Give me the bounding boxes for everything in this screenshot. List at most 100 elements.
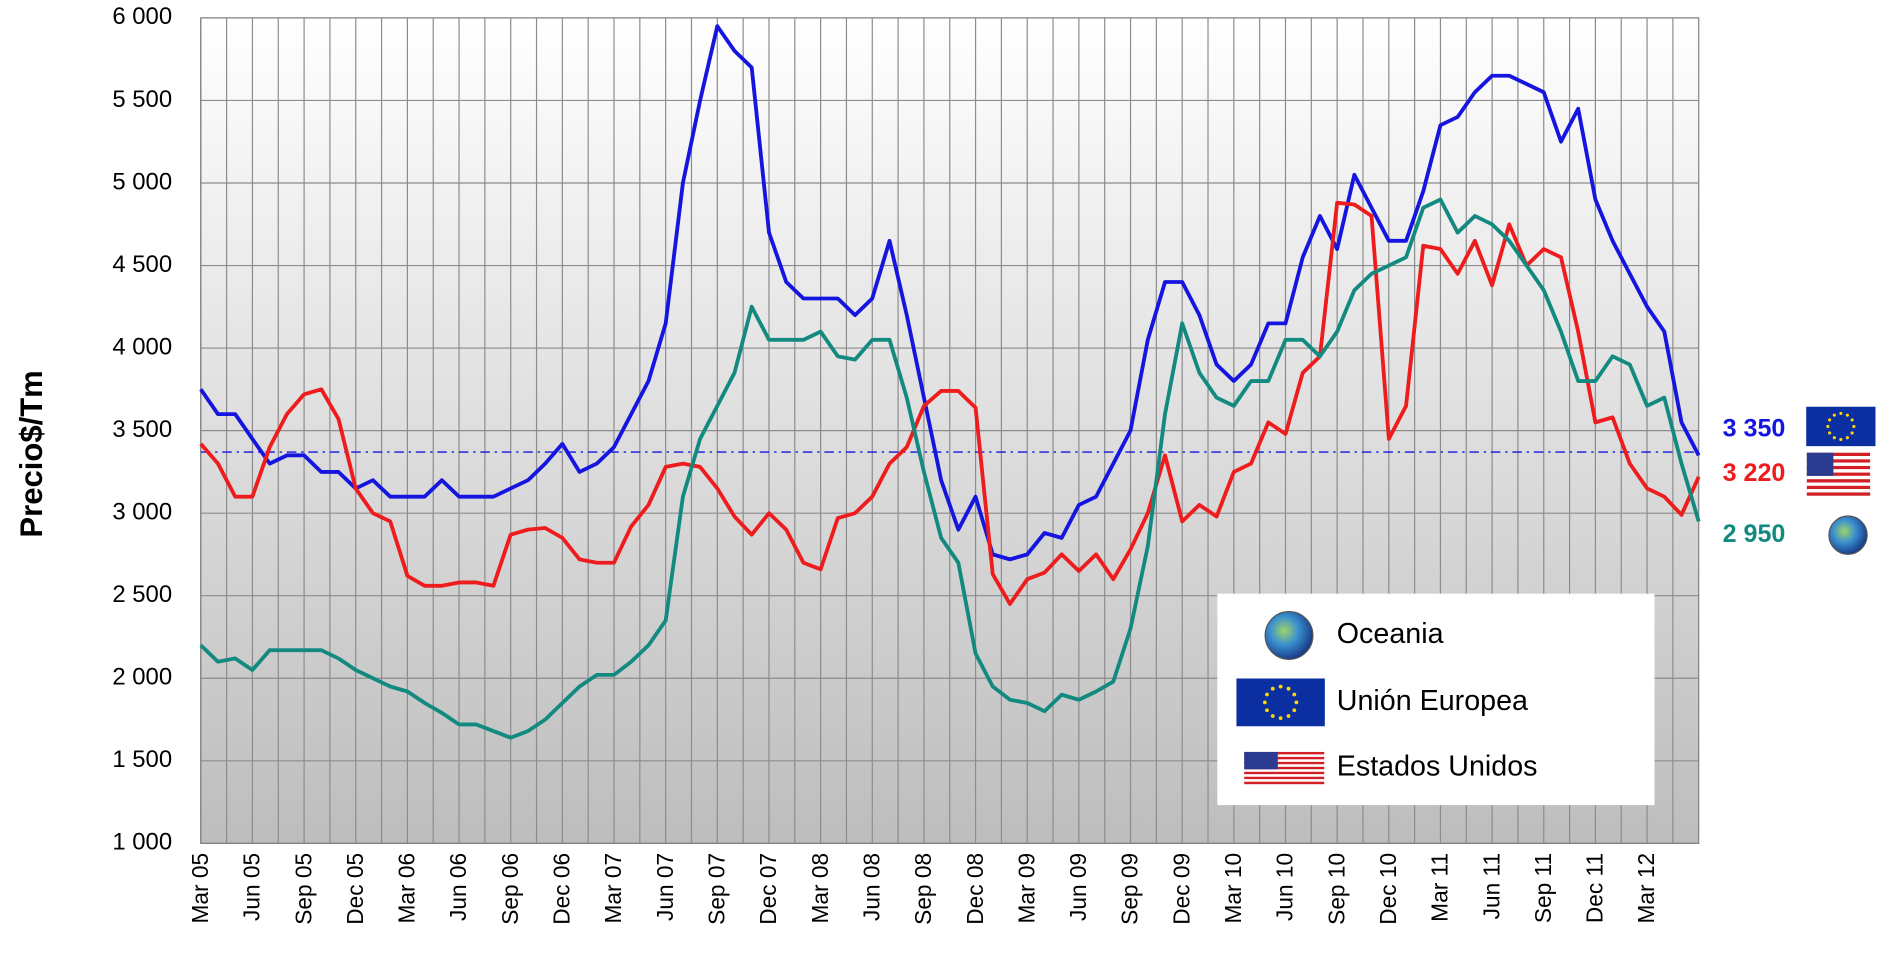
- x-tick-label: Mar 09: [1013, 853, 1039, 924]
- legend-label: Oceania: [1337, 618, 1444, 650]
- x-tick-label: Dec 11: [1582, 853, 1608, 923]
- us-stripe: [1806, 485, 1871, 490]
- us-stripe: [1806, 492, 1871, 496]
- eu-star: [1845, 436, 1849, 440]
- x-tick-label: Jun 06: [445, 853, 471, 921]
- x-tick-label: Jun 09: [1065, 853, 1091, 921]
- end-label: 3 350: [1723, 415, 1786, 443]
- icon: [1264, 610, 1314, 660]
- y-tick-label: 4 000: [112, 333, 172, 360]
- eu-star: [1852, 424, 1856, 429]
- x-tick-label: Jun 11: [1478, 853, 1504, 919]
- x-tick-label: Jun 05: [239, 853, 265, 921]
- us-stripe: [1244, 764, 1325, 767]
- x-tick-label: Mar 12: [1633, 853, 1659, 924]
- x-tick-label: Mar 06: [394, 853, 420, 924]
- us-stripe: [1806, 475, 1871, 480]
- eu-star: [1262, 700, 1267, 705]
- x-tick-label: Mar 07: [600, 853, 626, 924]
- us-stripe: [1244, 774, 1325, 777]
- eu-star: [1286, 686, 1291, 691]
- x-tick-label: Mar 10: [1220, 853, 1246, 924]
- us-stripe: [1244, 754, 1325, 757]
- y-tick-label: 5 000: [112, 168, 172, 195]
- us-stripe: [1806, 482, 1871, 486]
- x-tick-label: Dec 07: [755, 853, 781, 925]
- x-tick-label: Mar 08: [807, 853, 833, 924]
- x-tick-label: Sep 06: [497, 853, 523, 925]
- y-tick-label: 3 500: [112, 416, 172, 443]
- globe-icon: [1828, 515, 1868, 555]
- x-tick-label: Sep 08: [910, 853, 936, 925]
- eu-star: [1850, 431, 1854, 435]
- us-stripe: [1806, 465, 1871, 470]
- eu-star: [1270, 686, 1275, 691]
- x-tick-label: Mar 05: [187, 853, 213, 924]
- us-canton: [1244, 751, 1278, 770]
- eu-star: [1839, 411, 1843, 416]
- eu-star: [1832, 436, 1836, 440]
- x-tick-label: Jun 10: [1272, 853, 1298, 921]
- x-tick-label: Sep 11: [1530, 853, 1556, 923]
- x-tick-label: Dec 10: [1375, 853, 1401, 925]
- x-tick-label: Dec 08: [962, 853, 988, 925]
- series-line: [199, 200, 1701, 606]
- eu-star: [1294, 700, 1299, 705]
- x-tick-label: Dec 09: [1168, 853, 1194, 925]
- eu-star: [1828, 431, 1832, 435]
- y-tick-label: 2 000: [112, 664, 172, 691]
- y-tick-label: 1 500: [112, 746, 172, 773]
- eu-star: [1839, 437, 1843, 442]
- us-stripe: [1806, 472, 1871, 476]
- x-tick-label: Sep 05: [290, 853, 316, 925]
- x-tick-label: Dec 06: [549, 853, 575, 925]
- us-stripe: [1806, 456, 1871, 460]
- us-stripe: [1244, 759, 1325, 762]
- eu-star: [1286, 714, 1291, 718]
- series-line: [199, 24, 1701, 562]
- us-stripe: [1244, 781, 1325, 785]
- us-canton: [1806, 452, 1834, 476]
- icon: [1244, 751, 1325, 785]
- us-stripe: [1806, 462, 1871, 466]
- x-tick-label: Sep 09: [1117, 853, 1143, 925]
- x-tick-label: Jun 08: [858, 853, 884, 921]
- eu-star: [1278, 684, 1283, 689]
- eu-star: [1832, 413, 1836, 417]
- x-tick-label: Dec 05: [342, 853, 368, 925]
- icon: [1828, 515, 1868, 555]
- us-stripe: [1244, 766, 1325, 770]
- eu-star: [1278, 716, 1283, 721]
- eu-star: [1850, 418, 1854, 422]
- eu-star: [1265, 692, 1269, 697]
- eu-star: [1826, 424, 1830, 429]
- eu-star: [1292, 692, 1297, 697]
- us-stripe: [1806, 459, 1871, 463]
- x-tick-label: Sep 07: [704, 853, 730, 925]
- plot-border: [200, 17, 1700, 844]
- us-stripe: [1806, 452, 1871, 457]
- globe-icon: [1264, 610, 1314, 660]
- x-tick-label: Jun 07: [652, 853, 678, 921]
- legend-label: Estados Unidos: [1337, 751, 1538, 783]
- us-stripe: [1244, 776, 1325, 780]
- y-tick-label: 4 500: [112, 251, 172, 278]
- x-tick-label: Sep 10: [1323, 853, 1349, 925]
- eu-star: [1292, 708, 1297, 713]
- y-tick-label: 2 500: [112, 581, 172, 608]
- us-stripe: [1244, 761, 1325, 765]
- series-line: [199, 197, 1701, 740]
- eu-star: [1845, 413, 1849, 417]
- end-label: 3 220: [1723, 459, 1786, 487]
- y-tick-label: 5 500: [112, 86, 172, 113]
- us-stripe: [1806, 469, 1871, 473]
- y-tick-label: 6 000: [112, 3, 172, 30]
- us-stripe: [1244, 769, 1325, 772]
- legend-label: Unión Europea: [1337, 685, 1528, 717]
- us-stripe: [1806, 479, 1871, 483]
- y-axis-label: Precio$/Tm: [14, 370, 49, 537]
- us-stripe: [1244, 779, 1325, 782]
- eu-star: [1270, 714, 1275, 718]
